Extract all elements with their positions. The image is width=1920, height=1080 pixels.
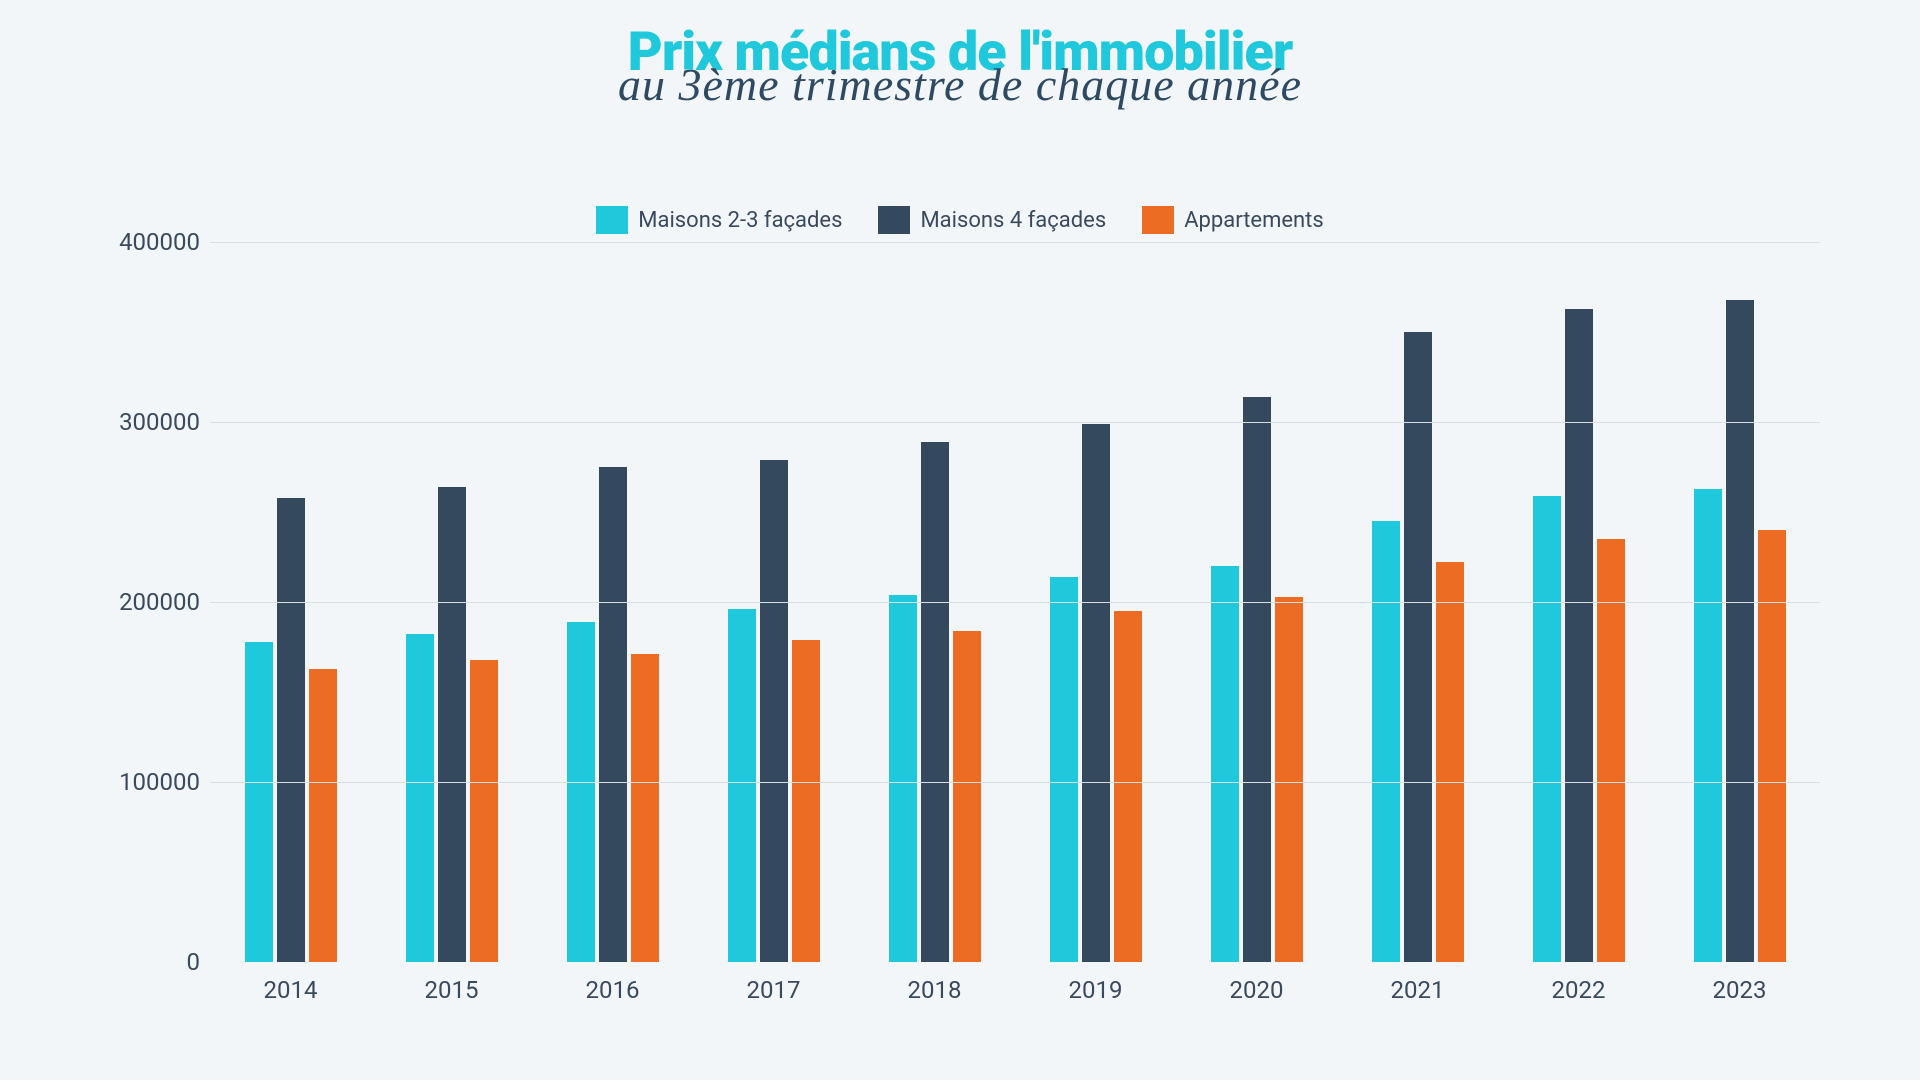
- bar: [1211, 566, 1239, 962]
- bar: [1114, 611, 1142, 962]
- bar: [438, 487, 466, 962]
- bar: [599, 467, 627, 962]
- gridline: [210, 782, 1820, 783]
- bar: [1082, 424, 1110, 962]
- x-tick-label: 2021: [1337, 962, 1498, 1022]
- legend-label: Maisons 2-3 façades: [638, 208, 842, 233]
- bar: [1694, 489, 1722, 962]
- y-tick-label: 0: [90, 948, 200, 976]
- legend-swatch: [596, 206, 628, 234]
- bar: [277, 498, 305, 962]
- x-tick-label: 2020: [1176, 962, 1337, 1022]
- bar: [567, 622, 595, 962]
- x-axis: 2014201520162017201820192020202120222023: [210, 962, 1820, 1022]
- bar: [1758, 530, 1786, 962]
- gridline: [210, 602, 1820, 603]
- y-tick-label: 100000: [90, 768, 200, 796]
- bar: [728, 609, 756, 962]
- legend: Maisons 2-3 façades Maisons 4 façades Appa…: [60, 206, 1860, 234]
- bar: [760, 460, 788, 962]
- bar: [1243, 397, 1271, 962]
- bar-chart: 0100000200000300000400000 20142015201620…: [60, 242, 1860, 1022]
- bar: [309, 669, 337, 962]
- bar: [245, 642, 273, 962]
- legend-swatch: [1142, 206, 1174, 234]
- bar: [1050, 577, 1078, 962]
- x-tick-label: 2015: [371, 962, 532, 1022]
- x-tick-label: 2016: [532, 962, 693, 1022]
- chart-container: Prix médians de l'immobilier au 3ème tri…: [0, 0, 1920, 1080]
- bar: [1533, 496, 1561, 962]
- y-tick-label: 300000: [90, 408, 200, 436]
- x-tick-label: 2017: [693, 962, 854, 1022]
- bar: [406, 634, 434, 962]
- bar: [792, 640, 820, 962]
- x-tick-label: 2023: [1659, 962, 1820, 1022]
- legend-item: Appartements: [1142, 206, 1324, 234]
- bar: [921, 442, 949, 962]
- legend-label: Appartements: [1184, 208, 1324, 233]
- gridline: [210, 242, 1820, 243]
- legend-item: Maisons 2-3 façades: [596, 206, 842, 234]
- gridline: [210, 422, 1820, 423]
- bar: [470, 660, 498, 962]
- x-tick-label: 2018: [854, 962, 1015, 1022]
- bar: [1404, 332, 1432, 962]
- bar: [953, 631, 981, 962]
- legend-swatch: [878, 206, 910, 234]
- legend-item: Maisons 4 façades: [878, 206, 1106, 234]
- bar: [631, 654, 659, 962]
- title-block: Prix médians de l'immobilier au 3ème tri…: [60, 26, 1860, 176]
- legend-label: Maisons 4 façades: [920, 208, 1106, 233]
- chart-subtitle: au 3ème trimestre de chaque année: [60, 62, 1860, 108]
- plot-area: 0100000200000300000400000: [210, 242, 1820, 962]
- bar: [1372, 521, 1400, 962]
- bar: [1565, 309, 1593, 962]
- y-tick-label: 400000: [90, 228, 200, 256]
- bar: [1275, 597, 1303, 962]
- bar: [889, 595, 917, 962]
- x-tick-label: 2019: [1015, 962, 1176, 1022]
- x-tick-label: 2014: [210, 962, 371, 1022]
- bar: [1436, 562, 1464, 962]
- y-tick-label: 200000: [90, 588, 200, 616]
- x-tick-label: 2022: [1498, 962, 1659, 1022]
- bar: [1726, 300, 1754, 962]
